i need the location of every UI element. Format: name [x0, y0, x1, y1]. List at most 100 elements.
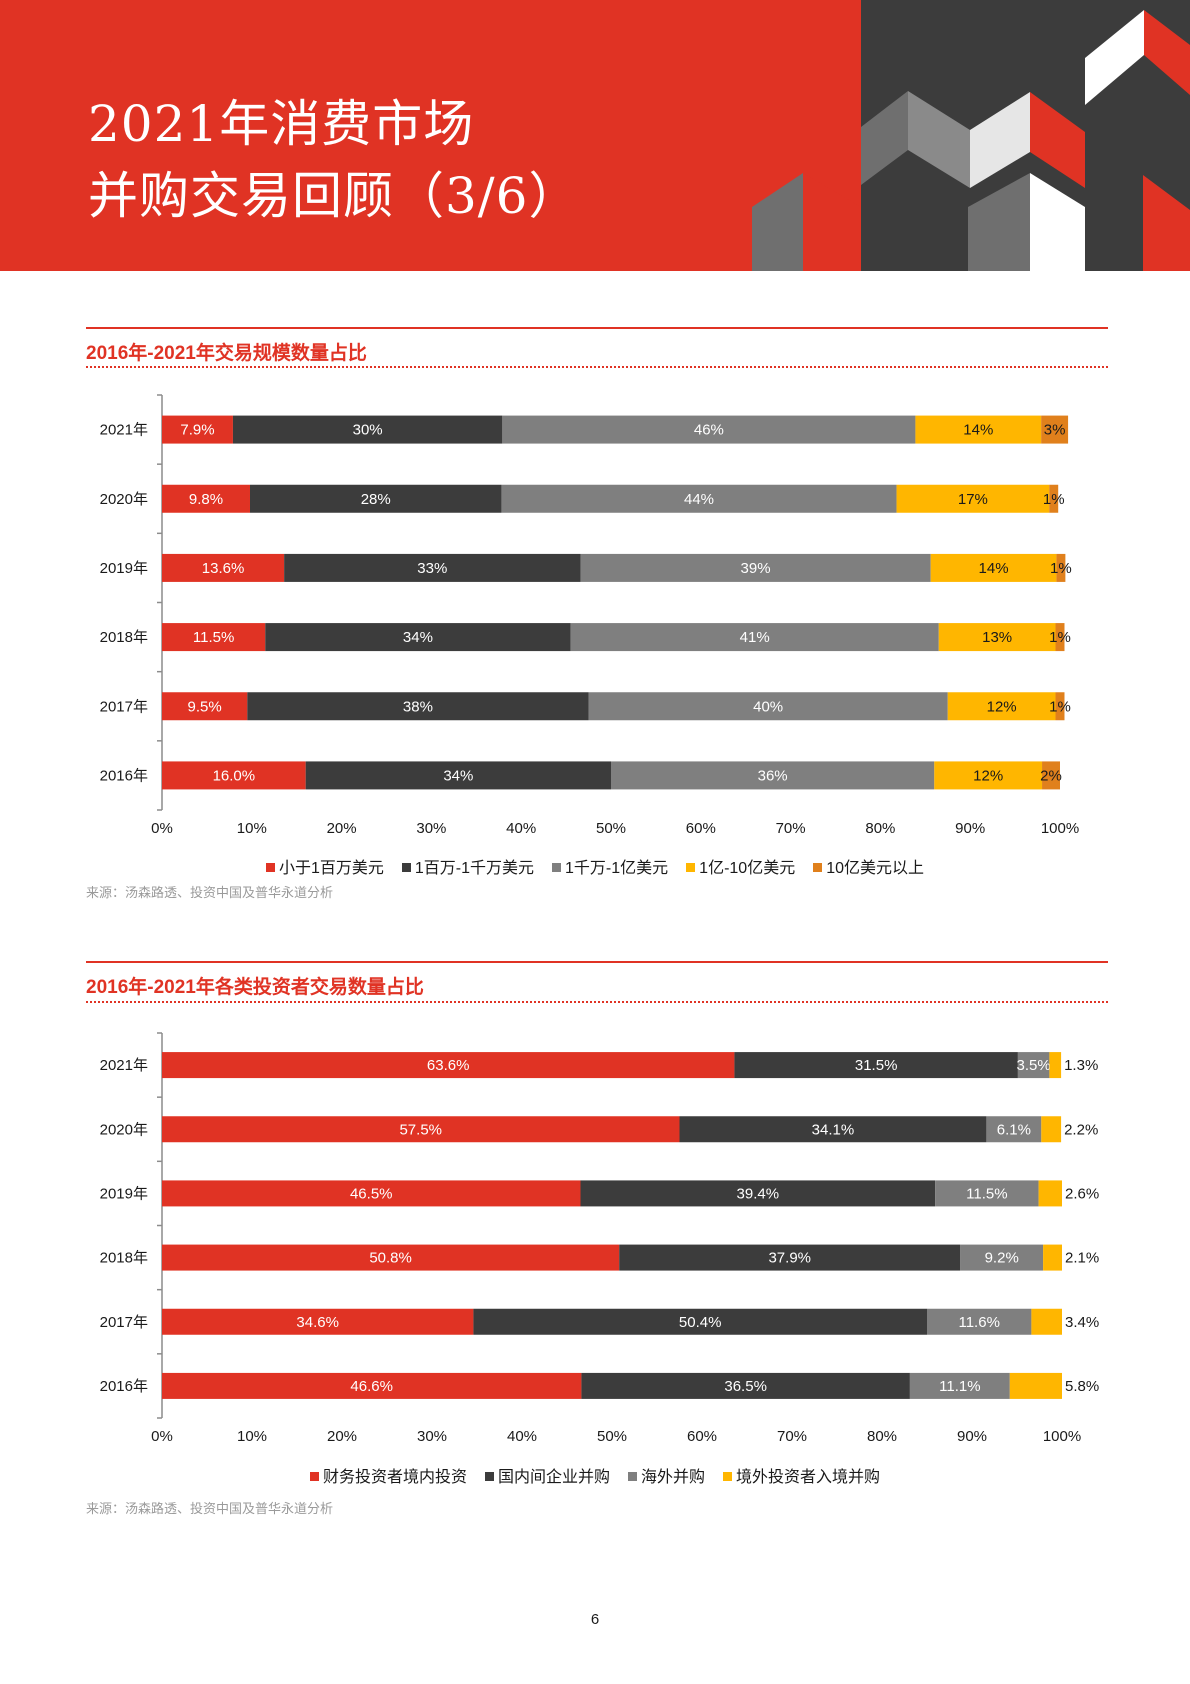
- chart2-legend-label: 境外投资者入境并购: [736, 1469, 881, 1486]
- chart2-category-label: 2020年: [100, 1121, 148, 1138]
- chart1-x-tick-label: 90%: [955, 820, 985, 837]
- chart1-category-label: 2016年: [100, 767, 148, 784]
- chart1-data-label: 1%: [1043, 491, 1065, 508]
- chart1-legend-swatch: [686, 863, 696, 872]
- chart2-x-tick-label: 50%: [597, 1428, 627, 1445]
- chart1-x-tick-label: 60%: [686, 820, 716, 837]
- chart1-bar-segment: [896, 484, 1050, 513]
- chart2-data-label: 39.4%: [737, 1185, 780, 1202]
- chart1-top-rule: [86, 327, 1108, 329]
- chart2-data-label: 63.6%: [427, 1057, 470, 1074]
- chart2-category-label: 2016年: [100, 1378, 148, 1395]
- chart1-source-note: 来源：汤森路透、投资中国及普华永道分析: [86, 885, 334, 900]
- chart1-data-label: 1%: [1050, 560, 1072, 577]
- chart1-category-label: 2019年: [100, 560, 148, 577]
- chart1-data-label: 13%: [982, 629, 1012, 646]
- chart1-x-tick-label: 70%: [776, 820, 806, 837]
- chart2-data-label: 6.1%: [997, 1121, 1031, 1138]
- chart1-bar-segment: [250, 484, 502, 513]
- chart2-legend-label: 国内间企业并购: [497, 1469, 610, 1486]
- chart1-x-tick-label: 50%: [596, 820, 626, 837]
- chart2-x-tick-label: 10%: [237, 1428, 267, 1445]
- chart1-data-label: 12%: [973, 767, 1003, 784]
- chart2-data-label: 11.5%: [966, 1185, 1007, 1202]
- chart1-bar-segment: [162, 761, 306, 790]
- chart1-data-label: 11.5%: [193, 629, 234, 646]
- chart1-data-label: 44%: [684, 491, 714, 508]
- chart2-data-label: 11.1%: [939, 1378, 980, 1395]
- chart1-data-label: 16.0%: [213, 767, 256, 784]
- chart1-bar-segment: [265, 623, 571, 652]
- chart1-data-label: 14%: [963, 422, 993, 439]
- chart1-x-tick-label: 100%: [1041, 820, 1079, 837]
- chart1-legend-swatch: [401, 863, 411, 872]
- chart1-data-label: 3%: [1044, 422, 1066, 439]
- chart2-x-tick-label: 90%: [957, 1428, 987, 1445]
- chart1-x-tick-label: 30%: [416, 820, 446, 837]
- chart1-data-label: 33%: [417, 560, 447, 577]
- chart1-bar-segment: [947, 692, 1056, 721]
- chart2-title-rule: [86, 1001, 1108, 1003]
- chart1-x-tick-label: 80%: [865, 820, 895, 837]
- chart1-bar-segment: [570, 623, 939, 652]
- chart1-legend-item: 1亿-10亿美元: [686, 854, 795, 878]
- chart1-data-label: 41%: [740, 629, 770, 646]
- chart1-data-label: 9.8%: [189, 491, 223, 508]
- chart2-category-label: 2021年: [100, 1057, 148, 1074]
- chart2-x-tick-label: 60%: [687, 1428, 717, 1445]
- chart1-bar-segment: [611, 761, 935, 790]
- chart2-data-label: 2.6%: [1065, 1185, 1099, 1202]
- chart1-data-label: 1%: [1049, 698, 1071, 715]
- chart2-x-tick-label: 80%: [867, 1428, 897, 1445]
- chart2-legend: 财务投资者境内投资 国内间企业并购 海外并购 境外投资者入境并购: [0, 1463, 1190, 1487]
- chart1-data-label: 2%: [1040, 767, 1062, 784]
- chart2-bar-segment: [162, 1180, 581, 1207]
- chart2-legend-item: 国内间企业并购: [484, 1463, 610, 1487]
- chart2-data-label: 5.8%: [1065, 1378, 1099, 1395]
- chart2-bar-segment: [1031, 1308, 1062, 1335]
- chart2-data-label: 1.3%: [1064, 1057, 1098, 1074]
- chart2-legend-swatch: [628, 1472, 637, 1481]
- chart1-title-rule: [86, 366, 1108, 368]
- chart2-x-tick-label: 30%: [417, 1428, 447, 1445]
- chart1-legend-item: 小于1百万美元: [265, 854, 384, 878]
- chart2-bar-segment: [679, 1116, 987, 1143]
- chart1-x-tick-label: 40%: [506, 820, 536, 837]
- chart2-bar-segment: [580, 1180, 936, 1207]
- chart2-data-label: 3.4%: [1065, 1314, 1099, 1331]
- page-title-line-1: 2021年消费市场: [88, 95, 475, 153]
- chart1-legend-item: 1千万-1亿美元: [552, 854, 668, 878]
- chart1-legend-item: 10亿美元以上: [813, 854, 924, 878]
- chart2-data-label: 50.8%: [369, 1250, 412, 1267]
- chart2-bar-segment: [1038, 1180, 1062, 1207]
- chart2-bar-segment: [960, 1244, 1044, 1271]
- chart1-bar-segment: [1049, 484, 1059, 513]
- chart2-legend-swatch: [484, 1472, 494, 1481]
- chart1-legend-item: 1百万-1千万美元: [401, 854, 534, 878]
- chart2-bar-segment: [162, 1372, 582, 1399]
- chart1-bar-segment: [588, 692, 948, 721]
- chart2-bar-segment: [619, 1244, 961, 1271]
- chart2-bar-segment: [1009, 1372, 1062, 1399]
- chart2-legend-label: 海外并购: [641, 1469, 706, 1486]
- chart2-bar-segment: [162, 1116, 680, 1143]
- chart1-bar-segment: [284, 553, 581, 582]
- chart2-x-tick-label: 0%: [151, 1428, 173, 1445]
- chart1-bar-segment: [305, 761, 611, 790]
- chart1-legend: 小于1百万美元 1百万-1千万美元 1千万-1亿美元 1亿-10亿美元 10亿美元以上: [0, 854, 1190, 878]
- chart2-data-label: 36.5%: [724, 1378, 767, 1395]
- chart2-legend-item: 境外投资者入境并购: [723, 1463, 880, 1487]
- chart2-title: 2016年-2021年各类投资者交易数量占比: [86, 977, 424, 998]
- chart1-bar-segment: [162, 623, 266, 652]
- chart1-bar-segment: [1055, 692, 1065, 721]
- chart2-category-label: 2019年: [100, 1185, 148, 1202]
- page-header: 2021年消费市场 并购交易回顾（3/6）: [0, 0, 1190, 271]
- chart2-x-tick-label: 20%: [327, 1428, 357, 1445]
- chart1-category-label: 2018年: [100, 629, 148, 646]
- chart1-bar-segment: [162, 692, 248, 721]
- chart1-data-label: 30%: [353, 422, 383, 439]
- chart2-category-label: 2018年: [100, 1250, 148, 1267]
- chart1-x-tick-label: 10%: [237, 820, 267, 837]
- chart1-category-label: 2020年: [100, 491, 148, 508]
- chart1-x-tick-label: 0%: [151, 820, 173, 837]
